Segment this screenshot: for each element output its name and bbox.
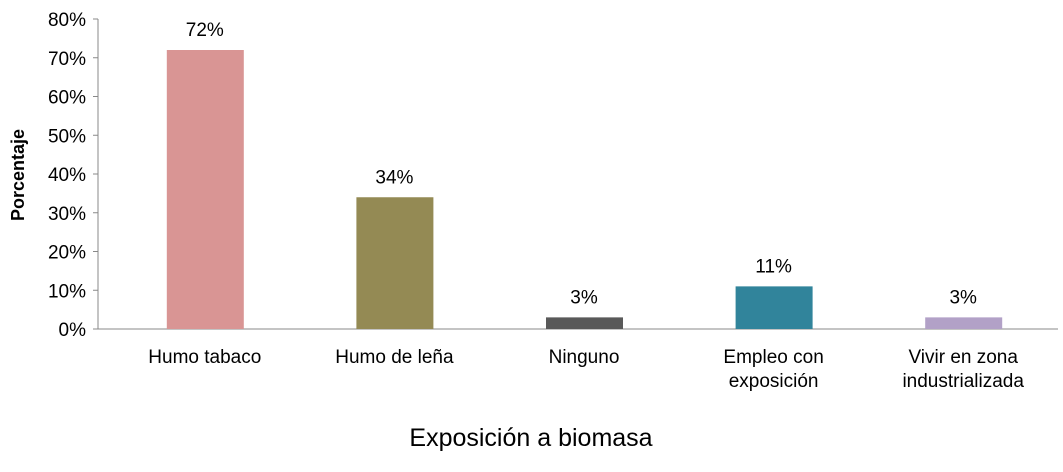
data-label: 72% xyxy=(186,20,224,41)
data-label: 3% xyxy=(949,287,977,308)
x-tick-label: Vivir en zona industrializada xyxy=(902,347,1024,392)
x-tick-label: Humo de leña xyxy=(335,347,454,368)
y-tick-label: 10% xyxy=(48,281,86,302)
x-tick-label: Ninguno xyxy=(548,347,620,368)
x-tick-label: Empleo con exposición xyxy=(723,347,824,392)
bar xyxy=(546,317,623,329)
x-axis-title: Exposición a biomasa xyxy=(409,424,652,452)
y-tick-label: 20% xyxy=(48,243,86,264)
bar xyxy=(356,197,434,329)
y-tick-label: 80% xyxy=(48,10,86,31)
bar xyxy=(166,50,244,329)
y-tick-label: 30% xyxy=(48,204,86,225)
y-tick-label: 50% xyxy=(48,126,86,147)
data-label: 34% xyxy=(375,167,413,188)
y-tick-label: 0% xyxy=(59,320,87,341)
data-label: 11% xyxy=(755,256,792,277)
y-tick-label: 40% xyxy=(48,165,86,186)
y-tick-label: 60% xyxy=(48,88,86,109)
bar xyxy=(735,286,813,329)
x-tick-label: Humo tabaco xyxy=(148,347,262,368)
y-tick-label: 70% xyxy=(48,49,86,70)
y-axis-title: Porcentaje xyxy=(8,129,28,221)
bar xyxy=(925,317,1003,329)
data-label: 3% xyxy=(570,287,598,308)
